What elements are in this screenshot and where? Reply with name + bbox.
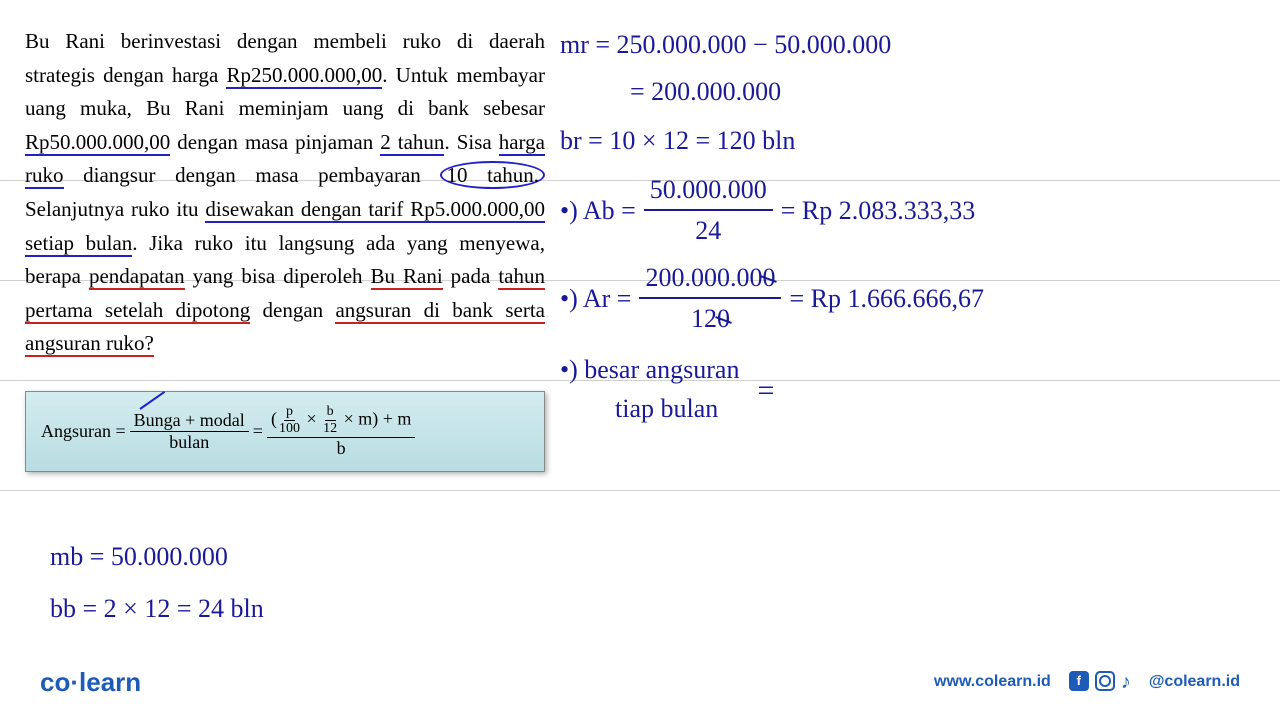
footer-handle[interactable]: @colearn.id — [1149, 673, 1240, 691]
bu-rani: Bu Rani — [371, 264, 443, 290]
hw-ar-pre: •) Ar = — [560, 279, 631, 318]
social-icons: f ♪ — [1069, 671, 1131, 694]
hw-mb: mb = 50.000.000 — [50, 535, 264, 579]
hw-ar-frac: 200.000.000 120 — [639, 258, 781, 338]
hw-ar: •) Ar = 200.000.000 120 = Rp 1.666.666,6… — [560, 258, 984, 338]
frac-2: (p100 × b12 × m) + m b — [267, 404, 415, 459]
years-1: 2 tahun — [380, 130, 444, 156]
frac-num: Bunga + modal — [130, 410, 249, 432]
tiktok-icon[interactable]: ♪ — [1121, 671, 1131, 694]
text: diangsur dengan masa pembayaran — [64, 163, 441, 187]
text: pada — [443, 264, 499, 288]
frac-den-2: b — [333, 438, 350, 459]
hw-eq: = — [757, 350, 774, 413]
hw-ar-res: = Rp 1.666.666,67 — [789, 279, 984, 318]
hw-ab-frac: 50.000.000 24 — [644, 170, 773, 250]
text: dengan — [250, 298, 335, 322]
frac-1: Bunga + modal bulan — [130, 410, 249, 453]
pendapatan: pendapatan — [89, 264, 185, 290]
problem-block: Bu Rani berinvestasi dengan membeli ruko… — [25, 25, 545, 472]
footer-right: www.colearn.id f ♪ @colearn.id — [934, 671, 1240, 694]
hw-mr-result: = 200.000.000 — [560, 72, 984, 111]
price-2: Rp50.000.000,00 — [25, 130, 170, 156]
text: dengan masa pinjaman — [170, 130, 380, 154]
handwriting-right: mr = 250.000.000 − 50.000.000 = 200.000.… — [560, 25, 984, 436]
hw-bb: bb = 2 × 12 = 24 bln — [50, 587, 264, 631]
formula-label: Angsuran = — [41, 421, 126, 442]
instagram-icon[interactable] — [1095, 671, 1115, 691]
hw-mr: mr = 250.000.000 − 50.000.000 — [560, 25, 984, 64]
footer-url[interactable]: www.colearn.id — [934, 673, 1051, 691]
frac-den: bulan — [165, 432, 213, 453]
hw-besar-1: •) besar angsuran — [560, 350, 739, 389]
facebook-icon[interactable]: f — [1069, 671, 1089, 691]
hw-besar-2: tiap bulan — [560, 389, 739, 428]
logo-learn: learn — [79, 667, 141, 697]
equals: = — [253, 421, 263, 442]
logo-co: co — [40, 667, 70, 697]
hw-besar: •) besar angsuran tiap bulan = — [560, 350, 984, 428]
footer: co·learn www.colearn.id f ♪ @colearn.id — [0, 662, 1280, 702]
text: yang bisa diperoleh — [185, 264, 371, 288]
text: Selanjutnya ruko itu — [25, 197, 205, 221]
hw-br: br = 10 × 12 = 120 bln — [560, 121, 984, 160]
hw-ab: •) Ab = 50.000.000 24 = Rp 2.083.333,33 — [560, 170, 984, 250]
years-2: 10 tahun. — [440, 161, 545, 189]
hw-ab-res: = Rp 2.083.333,33 — [781, 191, 976, 230]
formula-box: Angsuran = Bunga + modal bulan = (p100 ×… — [25, 391, 545, 472]
hw-ab-pre: •) Ab = — [560, 191, 636, 230]
price-1: Rp250.000.000,00 — [226, 63, 382, 89]
logo: co·learn — [40, 667, 141, 698]
frac-num-2: (p100 × b12 × m) + m — [267, 404, 415, 438]
problem-text: Bu Rani berinvestasi dengan membeli ruko… — [25, 25, 545, 361]
handwriting-left: mb = 50.000.000 bb = 2 × 12 = 24 bln — [50, 535, 264, 639]
text: . Sisa — [444, 130, 498, 154]
